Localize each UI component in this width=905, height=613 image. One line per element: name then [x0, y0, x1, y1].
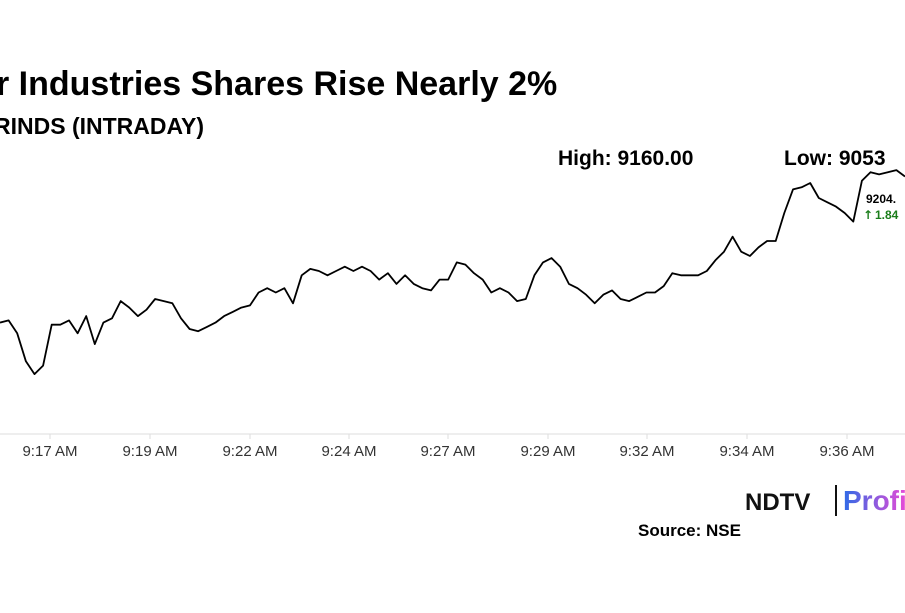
profit-logo: Profi: [843, 485, 905, 516]
plot-area: [0, 169, 905, 375]
x-tick-label: 9:27 AM: [420, 443, 475, 460]
ndtv-logo: NDTV: [745, 489, 810, 516]
x-tick-label: 9:29 AM: [520, 443, 575, 460]
chart-subtitle: RINDS (INTRADAY): [0, 113, 204, 139]
high-label: High: 9160.00: [558, 147, 693, 170]
x-axis-ticks: 9:17 AM 9:19 AM 9:22 AM 9:24 AM 9:27 AM 9:29 …: [22, 434, 875, 460]
low-label: Low: 9053: [784, 147, 886, 170]
x-tick-label: 9:32 AM: [619, 443, 674, 460]
x-tick-label: 9:36 AM: [819, 443, 874, 460]
chart-title: r Industries Shares Rise Nearly 2%: [0, 65, 557, 103]
x-tick-label: 9:17 AM: [22, 443, 77, 460]
x-tick-label: 9:22 AM: [222, 443, 277, 460]
up-arrow-icon: ↑: [863, 208, 873, 222]
x-tick-label: 9:34 AM: [719, 443, 774, 460]
x-tick-label: 9:24 AM: [321, 443, 376, 460]
price-line: [0, 169, 905, 375]
change-label: 1.84: [875, 208, 899, 222]
last-price-label: 9204.: [866, 192, 896, 206]
source-note: Source: NSE: [638, 521, 741, 540]
x-tick-label: 9:19 AM: [122, 443, 177, 460]
